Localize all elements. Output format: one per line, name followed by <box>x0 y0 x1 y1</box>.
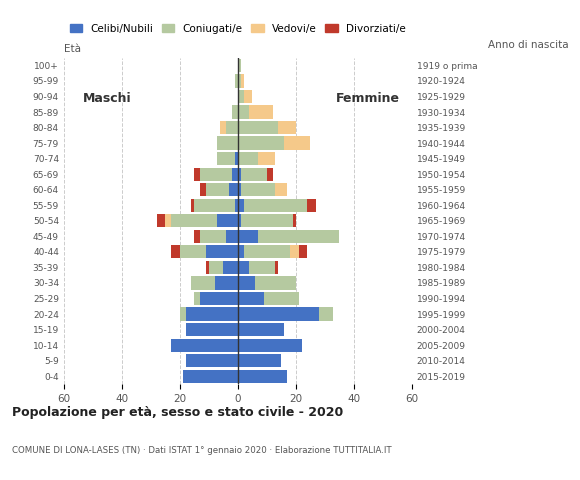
Bar <box>293 214 296 228</box>
Bar <box>238 214 241 228</box>
Bar <box>249 261 276 274</box>
Bar <box>241 214 293 228</box>
Bar <box>206 261 209 274</box>
Bar <box>238 59 241 72</box>
Bar <box>218 136 238 150</box>
Bar <box>171 245 180 259</box>
Bar <box>171 338 238 352</box>
Bar <box>232 168 238 181</box>
Bar <box>232 106 238 119</box>
Bar <box>258 152 276 165</box>
Bar <box>255 276 296 289</box>
Bar <box>200 168 232 181</box>
Bar <box>215 276 238 289</box>
Bar <box>235 74 238 87</box>
Bar <box>238 261 249 274</box>
Legend: Celibi/Nubili, Coniugati/e, Vedovi/e, Divorziati/e: Celibi/Nubili, Coniugati/e, Vedovi/e, Di… <box>67 20 409 36</box>
Bar <box>238 230 258 243</box>
Bar <box>194 230 200 243</box>
Bar <box>238 354 281 367</box>
Bar <box>180 245 206 259</box>
Bar <box>226 230 238 243</box>
Bar <box>200 292 238 305</box>
Bar <box>186 354 238 367</box>
Bar <box>223 261 238 274</box>
Bar <box>241 74 244 87</box>
Bar <box>180 308 186 321</box>
Bar <box>238 199 244 212</box>
Bar <box>238 308 319 321</box>
Bar <box>238 152 258 165</box>
Bar <box>235 152 238 165</box>
Bar <box>186 308 238 321</box>
Bar <box>226 121 238 134</box>
Bar <box>218 214 238 228</box>
Bar <box>276 183 287 196</box>
Bar <box>238 292 264 305</box>
Bar <box>206 183 229 196</box>
Bar <box>194 168 200 181</box>
Bar <box>238 106 249 119</box>
Text: Maschi: Maschi <box>83 92 132 105</box>
Bar <box>244 199 307 212</box>
Bar <box>238 90 244 103</box>
Bar <box>200 183 206 196</box>
Bar <box>264 292 299 305</box>
Bar <box>238 136 284 150</box>
Bar <box>238 323 284 336</box>
Bar <box>191 199 194 212</box>
Bar <box>307 199 316 212</box>
Text: COMUNE DI LONA-LASES (TN) · Dati ISTAT 1° gennaio 2020 · Elaborazione TUTTITALIA: COMUNE DI LONA-LASES (TN) · Dati ISTAT 1… <box>12 446 392 456</box>
Bar <box>267 168 273 181</box>
Bar <box>191 276 215 289</box>
Bar <box>165 214 171 228</box>
Bar <box>276 261 278 274</box>
Bar <box>249 106 273 119</box>
Bar <box>218 152 235 165</box>
Bar <box>200 230 226 243</box>
Bar <box>194 292 200 305</box>
Bar <box>183 370 238 383</box>
Text: Femmine: Femmine <box>336 92 400 105</box>
Bar <box>238 276 255 289</box>
Bar <box>238 370 287 383</box>
Bar <box>258 230 339 243</box>
Bar <box>206 245 238 259</box>
Bar <box>319 308 333 321</box>
Bar <box>290 245 299 259</box>
Bar <box>244 90 252 103</box>
Bar <box>238 168 241 181</box>
Bar <box>278 121 296 134</box>
Bar <box>299 245 307 259</box>
Bar <box>157 214 165 228</box>
Bar <box>238 74 241 87</box>
Text: Età: Età <box>64 45 81 55</box>
Text: Popolazione per età, sesso e stato civile - 2020: Popolazione per età, sesso e stato civil… <box>12 406 343 419</box>
Bar <box>244 245 290 259</box>
Text: Anno di nascita: Anno di nascita <box>488 40 568 50</box>
Bar <box>241 183 276 196</box>
Bar <box>284 136 310 150</box>
Bar <box>238 121 278 134</box>
Bar <box>171 214 218 228</box>
Bar <box>235 199 238 212</box>
Bar <box>238 245 244 259</box>
Bar <box>220 121 226 134</box>
Bar <box>194 199 235 212</box>
Bar <box>209 261 223 274</box>
Bar <box>238 183 241 196</box>
Bar <box>186 323 238 336</box>
Bar <box>241 168 267 181</box>
Bar <box>229 183 238 196</box>
Bar <box>238 338 302 352</box>
